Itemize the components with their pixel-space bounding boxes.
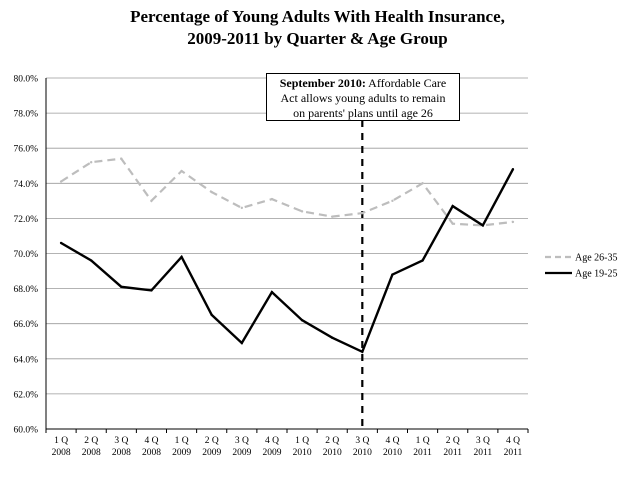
data-point — [361, 350, 364, 353]
x-tick-label-year: 2009 — [262, 448, 281, 458]
x-tick-label-year: 2011 — [473, 448, 492, 458]
data-point — [270, 290, 274, 294]
x-tick-label-quarter: 1 Q — [175, 436, 189, 446]
chart-title: Percentage of Young Adults With Health I… — [130, 7, 505, 26]
x-tick-label-quarter: 2 Q — [446, 436, 460, 446]
data-point — [240, 206, 244, 210]
data-point — [180, 255, 183, 259]
annotation-box: September 2010: Affordable Care Act allo… — [266, 73, 460, 121]
x-tick-label-quarter: 2 Q — [325, 436, 339, 446]
x-tick-label-year: 2011 — [443, 448, 462, 458]
data-point — [150, 289, 153, 292]
data-point — [391, 199, 394, 203]
x-tick-label-quarter: 4 Q — [506, 436, 520, 446]
y-tick-label: 70.0% — [13, 250, 38, 260]
data-point — [361, 211, 364, 215]
data-point — [89, 259, 93, 262]
data-point — [120, 157, 123, 160]
y-tick-label: 64.0% — [13, 355, 38, 365]
data-point — [511, 220, 515, 224]
data-point — [180, 169, 183, 173]
data-point — [451, 204, 454, 208]
data-point — [300, 318, 304, 322]
data-point — [421, 259, 424, 262]
legend-label: Age 19-25 — [575, 269, 618, 280]
x-tick-label-year: 2010 — [353, 448, 372, 458]
x-tick-label-quarter: 2 Q — [205, 436, 219, 446]
x-tick-label-quarter: 4 Q — [144, 436, 158, 446]
y-tick-label: 78.0% — [13, 110, 38, 120]
x-tick-label-quarter: 3 Q — [235, 436, 249, 446]
data-point — [210, 313, 213, 317]
y-tick-label: 80.0% — [13, 75, 38, 85]
annotation-text-1: Affordable Care — [365, 76, 447, 90]
chart-title-block: Percentage of Young Adults With Health I… — [0, 6, 635, 50]
legend-label: Age 26-35 — [575, 253, 618, 264]
data-point — [150, 199, 153, 203]
x-tick-label-quarter: 1 Q — [295, 436, 309, 446]
data-point — [240, 341, 244, 345]
y-tick-label: 66.0% — [13, 320, 38, 330]
data-point — [330, 336, 334, 339]
y-tick-label: 72.0% — [13, 215, 38, 225]
x-tick-label-year: 2008 — [82, 448, 101, 458]
x-tick-label-year: 2011 — [413, 448, 432, 458]
data-point — [421, 182, 424, 185]
x-tick-label-quarter: 1 Q — [54, 436, 68, 446]
x-tick-label-year: 2008 — [112, 448, 131, 458]
x-tick-label-quarter: 3 Q — [355, 436, 369, 446]
x-tick-label-year: 2009 — [202, 448, 221, 458]
data-point — [451, 222, 454, 225]
annotation-text-3: on parents' plans until age 26 — [293, 106, 433, 120]
x-tick-label-year: 2009 — [172, 448, 191, 458]
x-tick-label-quarter: 2 Q — [84, 436, 98, 446]
annotation-bold: September 2010: — [279, 76, 366, 90]
x-tick-label-year: 2010 — [383, 448, 402, 458]
data-point — [270, 197, 274, 201]
data-point — [89, 161, 93, 164]
data-point — [391, 273, 394, 276]
data-point — [481, 224, 485, 227]
data-point — [59, 241, 63, 245]
x-tick-label-year: 2008 — [142, 448, 161, 458]
y-tick-label: 60.0% — [13, 426, 38, 436]
data-point — [120, 285, 123, 289]
x-tick-label-year: 2011 — [504, 448, 523, 458]
y-tick-label: 74.0% — [13, 180, 38, 190]
x-tick-label-quarter: 3 Q — [476, 436, 490, 446]
x-tick-label-quarter: 1 Q — [416, 436, 430, 446]
x-tick-label-quarter: 4 Q — [265, 436, 279, 446]
data-point — [59, 180, 63, 183]
x-tick-label-year: 2010 — [323, 448, 342, 458]
x-tick-label-year: 2008 — [52, 448, 71, 458]
x-tick-label-year: 2009 — [232, 448, 251, 458]
x-tick-label-year: 2010 — [293, 448, 312, 458]
y-tick-label: 76.0% — [13, 145, 38, 155]
series-line-0 — [60, 157, 514, 227]
annotation-text-2: Act allows young adults to remain — [280, 91, 446, 105]
data-point — [300, 210, 304, 213]
x-tick-label-quarter: 3 Q — [114, 436, 128, 446]
chart-subtitle: 2009-2011 by Quarter & Age Group — [187, 29, 448, 48]
series-line-1 — [60, 168, 514, 354]
y-tick-label: 68.0% — [13, 285, 38, 295]
x-tick-label-quarter: 4 Q — [385, 436, 399, 446]
data-point — [210, 190, 213, 194]
data-point — [511, 168, 515, 171]
y-tick-label: 62.0% — [13, 390, 38, 400]
data-point — [330, 215, 334, 218]
